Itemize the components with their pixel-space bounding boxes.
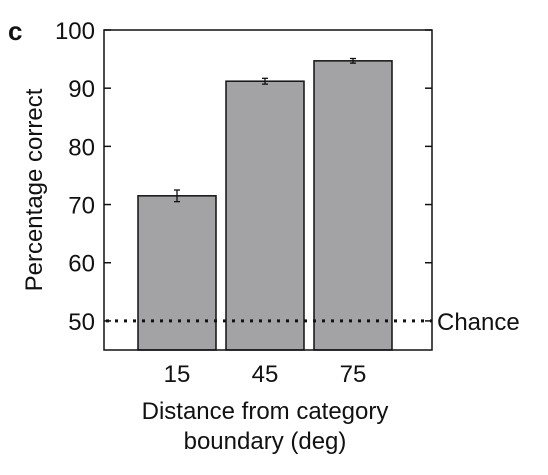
panel-label: c [8, 16, 22, 46]
plot-frame [103, 29, 433, 351]
x-tick-label-15: 15 [164, 361, 191, 388]
error-bar-75 [350, 57, 356, 64]
bar-15 [137, 195, 217, 351]
y-tick-label-60: 60 [68, 251, 95, 278]
y-axis-ticks [104, 29, 432, 322]
x-axis-label-line-2: boundary (deg) [184, 428, 347, 455]
bar-45 [225, 80, 305, 351]
y-axis-label: Percentage correct [21, 88, 48, 291]
y-tick-label-90: 90 [68, 76, 95, 103]
x-tick-label-45: 45 [252, 361, 279, 388]
error-bar-45 [262, 77, 268, 85]
x-axis-tick-labels: 15 45 75 [164, 361, 367, 388]
y-tick-label-50: 50 [68, 309, 95, 336]
error-bars-layer [174, 57, 356, 203]
y-axis-tick-labels: 50 60 70 80 90 100 [55, 18, 95, 336]
y-tick-label-80: 80 [68, 134, 95, 161]
chance-label: Chance [437, 309, 520, 336]
y-tick-label-100: 100 [55, 18, 95, 45]
x-tick-label-75: 75 [340, 361, 367, 388]
error-bar-15 [174, 189, 180, 203]
bars-layer [137, 60, 393, 351]
x-axis-label-line-1: Distance from category [142, 398, 389, 425]
bar-75 [313, 60, 393, 351]
y-tick-label-70: 70 [68, 193, 95, 220]
